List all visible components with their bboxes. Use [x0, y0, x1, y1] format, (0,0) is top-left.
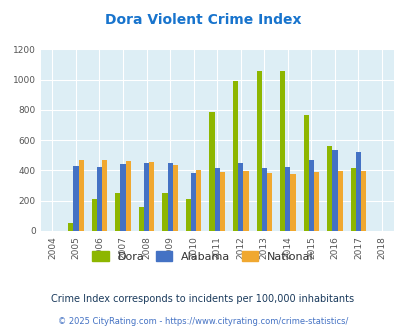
Text: © 2025 CityRating.com - https://www.cityrating.com/crime-statistics/: © 2025 CityRating.com - https://www.city… — [58, 317, 347, 326]
Bar — [243, 171, 248, 231]
Text: Crime Index corresponds to incidents per 100,000 inhabitants: Crime Index corresponds to incidents per… — [51, 294, 354, 304]
Bar — [337, 171, 342, 231]
Bar — [360, 171, 365, 231]
Text: Dora Violent Crime Index: Dora Violent Crime Index — [104, 13, 301, 27]
Bar — [350, 168, 355, 231]
Bar — [308, 160, 313, 231]
Bar — [355, 151, 360, 231]
Bar — [279, 71, 285, 231]
Bar — [238, 163, 243, 231]
Bar — [209, 112, 214, 231]
Bar — [326, 146, 332, 231]
Bar — [191, 173, 196, 231]
Bar — [162, 193, 167, 231]
Bar — [78, 160, 83, 231]
Bar — [196, 171, 201, 231]
Bar — [92, 199, 97, 231]
Bar — [256, 71, 261, 231]
Bar — [120, 164, 125, 231]
Bar — [115, 193, 120, 231]
Bar — [332, 150, 337, 231]
Bar — [167, 163, 172, 231]
Bar — [266, 173, 271, 231]
Bar — [97, 167, 102, 231]
Legend: Dora, Alabama, National: Dora, Alabama, National — [87, 247, 318, 267]
Bar — [68, 223, 73, 231]
Bar — [219, 172, 224, 231]
Bar — [313, 172, 318, 231]
Bar — [285, 167, 290, 231]
Bar — [303, 115, 308, 231]
Bar — [125, 161, 130, 231]
Bar — [232, 81, 238, 231]
Bar — [149, 162, 154, 231]
Bar — [290, 174, 295, 231]
Bar — [73, 166, 78, 231]
Bar — [139, 207, 144, 231]
Bar — [261, 168, 266, 231]
Bar — [214, 168, 219, 231]
Bar — [185, 199, 191, 231]
Bar — [102, 160, 107, 231]
Bar — [144, 163, 149, 231]
Bar — [172, 165, 177, 231]
